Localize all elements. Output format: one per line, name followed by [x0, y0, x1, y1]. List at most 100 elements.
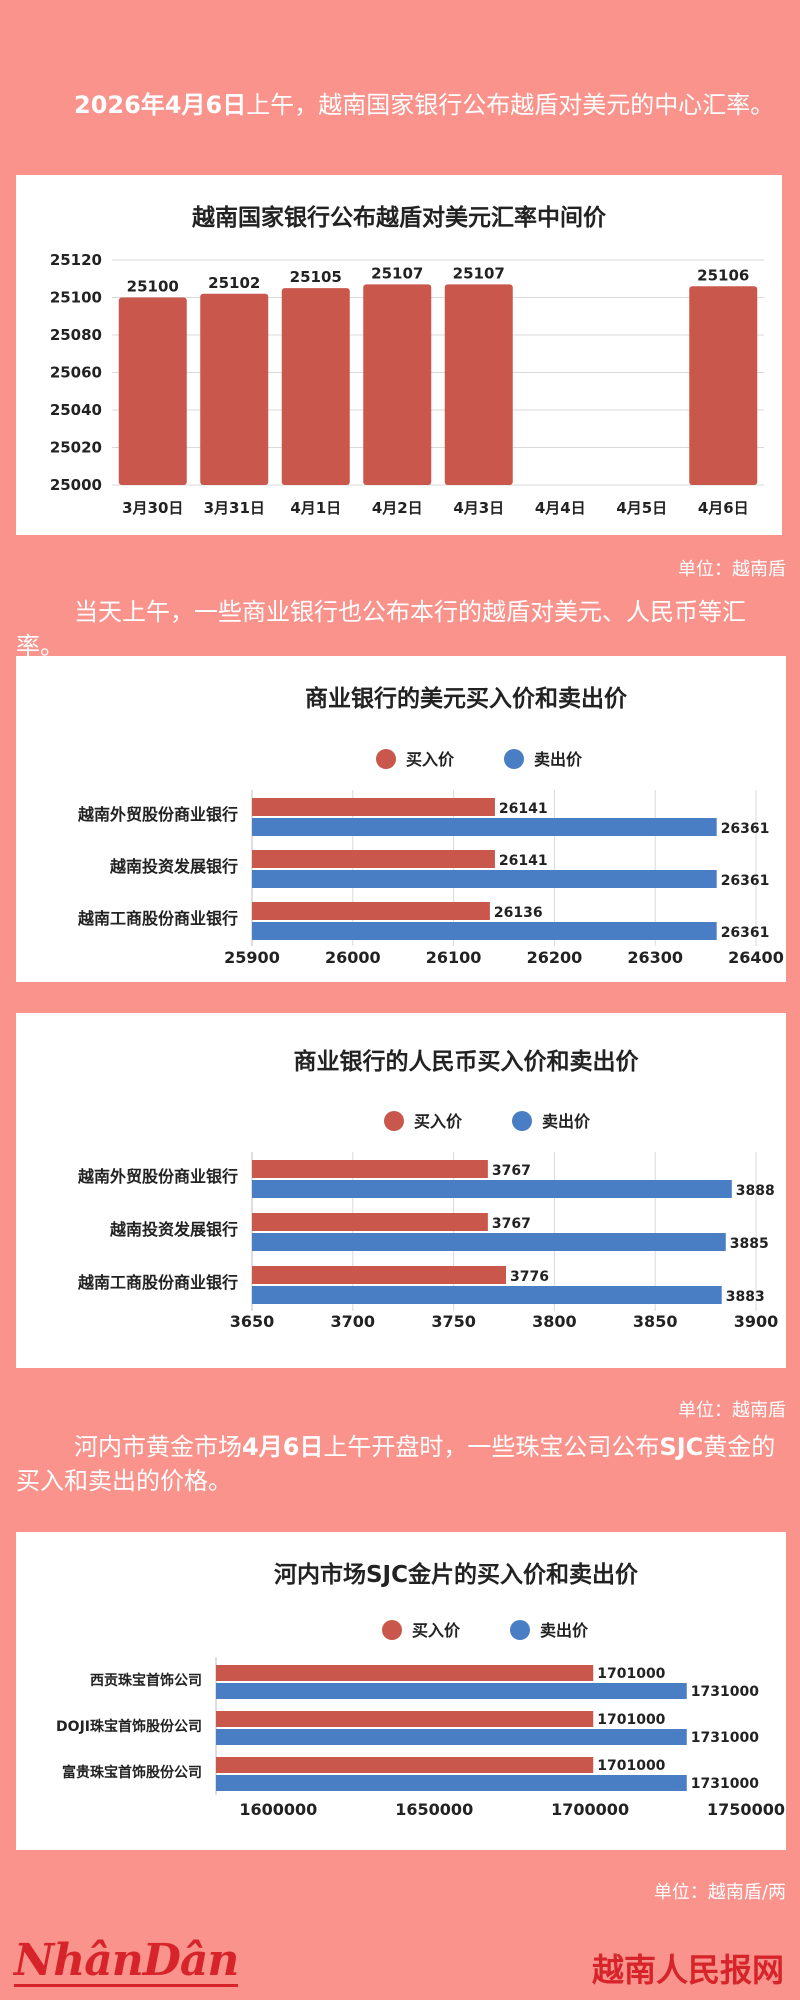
y-tick-label: 25120 [50, 251, 102, 269]
legend-label: 买入价 [414, 1112, 463, 1131]
bar [216, 1729, 687, 1745]
bar [252, 850, 495, 868]
category-label: 越南外贸股份商业银行 [77, 1167, 238, 1186]
gold-price-chart-card: 河内市场SJC金片的买入价和卖出价买入价 卖出价西贡珠宝首饰公司 1701000 17… [16, 1532, 786, 1850]
category-label: 越南工商股份商业银行 [77, 1273, 238, 1292]
x-tick-label: 4月3日 [453, 499, 504, 517]
commercial-bank-paragraph: 当天上午，一些商业银行也公布本行的越盾对美元、人民币等汇率。 [16, 598, 746, 660]
legend-label: 卖出价 [542, 1112, 591, 1131]
bar [118, 297, 187, 485]
x-tick-label: 3900 [734, 1312, 779, 1331]
intro-paragraph: 2026年4月6日上午，越南国家银行公布越盾对美元的中心汇率。 [16, 88, 786, 122]
chart-title: 商业银行的美元买入价和卖出价 [305, 685, 628, 712]
data-label: 25106 [697, 266, 749, 284]
category-label: 越南外贸股份商业银行 [77, 805, 238, 824]
bar [252, 1233, 726, 1251]
legend-label: 买入价 [412, 1621, 461, 1640]
x-tick-label: 26400 [728, 948, 784, 967]
x-tick-label: 1750000 [707, 1800, 785, 1819]
x-tick-label: 4月2日 [372, 499, 423, 517]
data-label: 26136 [494, 905, 543, 921]
x-tick-label: 4月1日 [290, 499, 341, 517]
data-label: 26361 [721, 873, 770, 889]
bar [252, 818, 717, 836]
legend-swatch [382, 1620, 402, 1640]
y-tick-label: 25060 [50, 364, 102, 382]
legend-label: 买入价 [406, 750, 455, 769]
nhandan-logo: NhânDân [14, 1935, 239, 1987]
y-tick-label: 25020 [50, 439, 102, 457]
legend-label: 卖出价 [540, 1621, 589, 1640]
x-tick-label: 1600000 [239, 1800, 317, 1819]
bar [252, 870, 717, 888]
bar [252, 1266, 507, 1284]
data-label: 26141 [499, 801, 548, 817]
data-label: 3767 [492, 1163, 531, 1179]
data-label: 3767 [492, 1216, 531, 1232]
intro-date: 2026年4月6日 [74, 91, 247, 119]
x-tick-label: 3650 [230, 1312, 275, 1331]
x-tick-label: 4月4日 [535, 499, 586, 517]
bar [252, 1160, 488, 1178]
x-tick-label: 4月5日 [616, 499, 667, 517]
x-tick-label: 1650000 [395, 1800, 473, 1819]
x-tick-label: 26100 [426, 948, 482, 967]
bar [252, 902, 490, 920]
central-rate-chart-card: 越南国家银行公布越盾对美元汇率中间价 25000 25020 25040 25060 25… [16, 175, 782, 535]
data-label: 1701000 [597, 1712, 665, 1728]
bar [216, 1665, 594, 1681]
data-label: 25107 [371, 264, 423, 282]
category-label: 越南投资发展银行 [109, 1220, 238, 1239]
cny-rate-chart-card: 商业银行的人民币买入价和卖出价买入价 卖出价越南外贸股份商业银行 3767 3888 越… [16, 1013, 786, 1368]
data-label: 25107 [453, 264, 505, 282]
data-label: 25102 [208, 274, 260, 292]
data-label: 1731000 [691, 1776, 759, 1792]
gold-text-a: 河内市黄金市场 [74, 1433, 242, 1461]
y-tick-label: 25040 [50, 401, 102, 419]
x-tick-label: 25900 [224, 948, 280, 967]
bar [216, 1683, 687, 1699]
x-tick-label: 3月31日 [204, 499, 265, 517]
data-label: 26361 [721, 821, 770, 837]
gold-paragraph: 河内市黄金市场4月6日上午开盘时，一些珠宝公司公布SJC黄金的买入和卖出的价格。 [16, 1430, 786, 1498]
chart-title: 河内市场SJC金片的买入价和卖出价 [274, 1561, 639, 1588]
category-label: 富贵珠宝首饰股份公司 [62, 1764, 202, 1781]
category-label: DOJI珠宝首饰股份公司 [56, 1718, 202, 1735]
gold-text-c: 上午开盘时，一些珠宝公司公布 [323, 1433, 660, 1461]
data-label: 3883 [726, 1289, 765, 1305]
data-label: 1701000 [597, 1758, 665, 1774]
x-tick-label: 26300 [627, 948, 683, 967]
category-label: 越南工商股份商业银行 [77, 909, 238, 928]
x-tick-label: 3850 [633, 1312, 678, 1331]
x-tick-label: 26200 [527, 948, 583, 967]
gold-text-e: 黄金的买入和卖出的价格。 [16, 1433, 776, 1495]
bar [281, 288, 350, 485]
gold-brand: SJC [659, 1433, 704, 1461]
x-tick-label: 4月6日 [698, 499, 749, 517]
bar [216, 1757, 594, 1773]
data-label: 26361 [721, 925, 770, 941]
legend-label: 卖出价 [534, 750, 583, 769]
y-tick-label: 25080 [50, 326, 102, 344]
bar [216, 1711, 594, 1727]
y-tick-label: 25000 [50, 476, 102, 494]
x-tick-label: 26000 [325, 948, 381, 967]
data-label: 26141 [499, 853, 548, 869]
unit-label-3: 单位：越南盾/两 [653, 1882, 786, 1903]
bar [252, 1180, 732, 1198]
data-label: 3885 [730, 1236, 769, 1252]
category-label: 西贡珠宝首饰公司 [90, 1672, 202, 1689]
legend-swatch [512, 1111, 532, 1131]
legend-swatch [384, 1111, 404, 1131]
bar [252, 798, 495, 816]
bar [444, 284, 513, 485]
data-label: 3888 [736, 1183, 775, 1199]
x-tick-label: 1700000 [551, 1800, 629, 1819]
x-tick-label: 3700 [331, 1312, 376, 1331]
chart-title: 商业银行的人民币买入价和卖出价 [294, 1048, 640, 1075]
data-label: 25100 [127, 278, 179, 296]
chart-title: 越南国家银行公布越盾对美元汇率中间价 [192, 204, 607, 231]
